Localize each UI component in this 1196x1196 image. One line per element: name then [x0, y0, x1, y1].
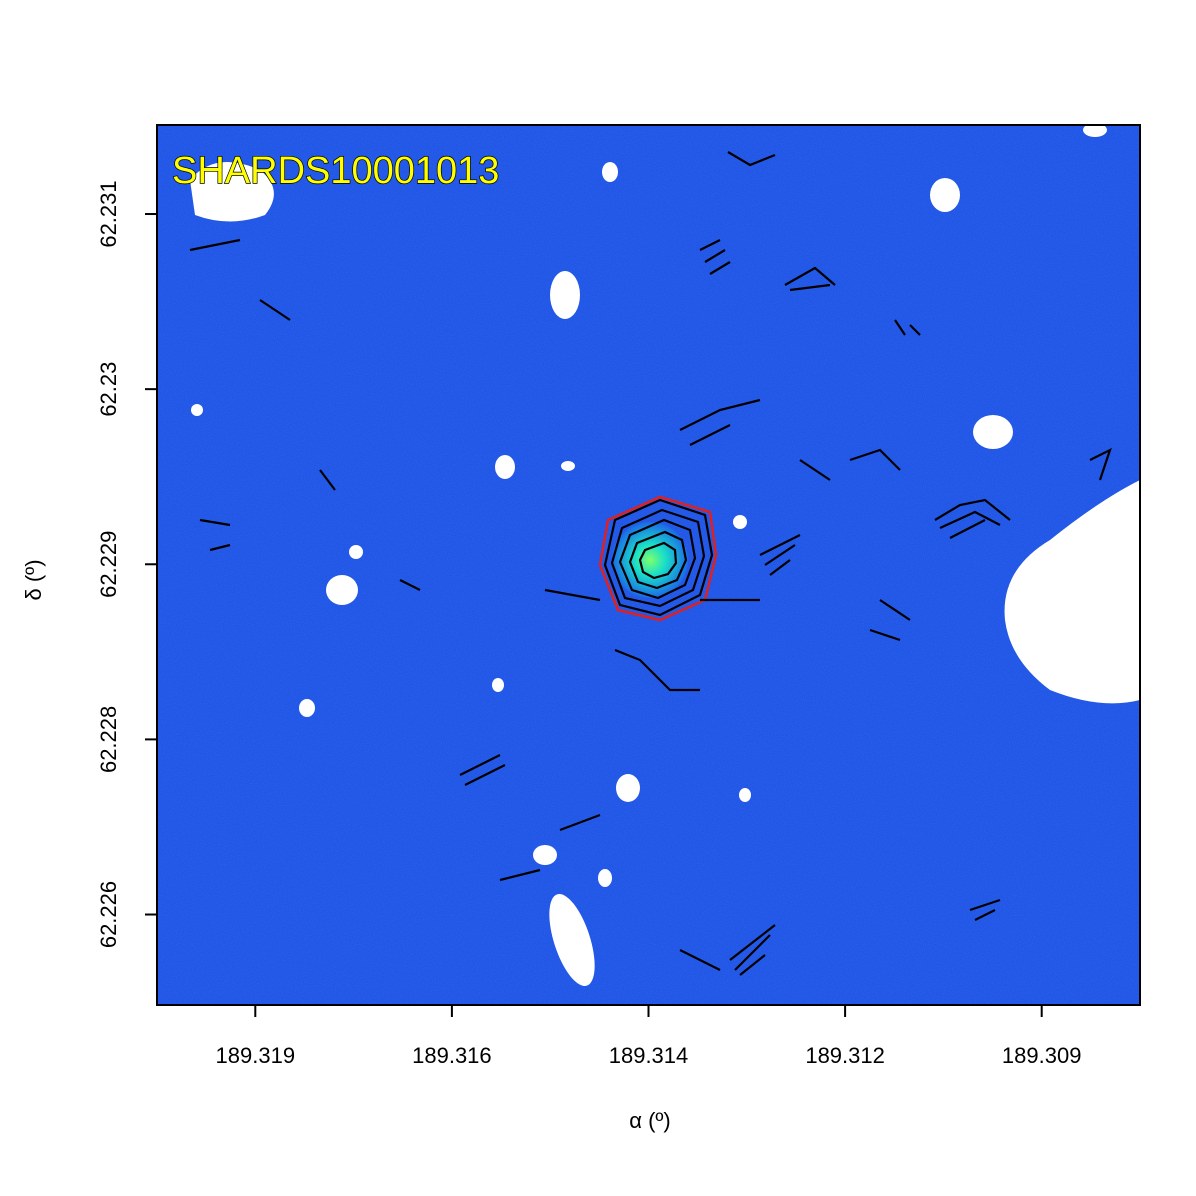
source-label: SHARDS10001013 — [172, 150, 499, 192]
target-source — [598, 495, 718, 622]
x-tick-label: 189.312 — [805, 1043, 885, 1068]
x-tick-label: 189.314 — [609, 1043, 689, 1068]
x-axis-label: α (º) — [629, 1108, 671, 1133]
sources — [190, 125, 1140, 986]
x-tick-label: 189.319 — [216, 1043, 296, 1068]
x-tick-label: 189.309 — [1002, 1043, 1082, 1068]
y-tick-label: 62.226 — [96, 881, 121, 948]
y-tick-label: 62.228 — [96, 706, 121, 773]
contours — [189, 151, 1112, 976]
x-tick-label: 189.316 — [412, 1043, 492, 1068]
y-tick-label: 62.23 — [96, 362, 121, 417]
y-tick-label: 62.229 — [96, 531, 121, 598]
y-tick-label: 62.231 — [96, 180, 121, 247]
image: SHARDS10001013 — [157, 125, 1140, 1005]
y-axis-label: δ (º) — [21, 559, 46, 600]
